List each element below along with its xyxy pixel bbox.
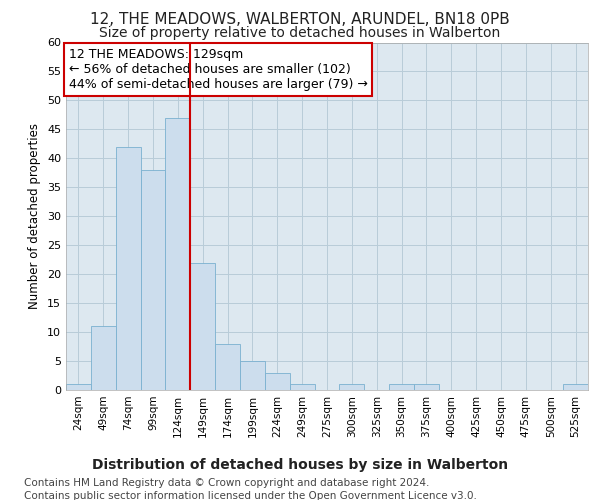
Bar	[140, 170, 166, 390]
Text: 12 THE MEADOWS: 129sqm
← 56% of detached houses are smaller (102)
44% of semi-de: 12 THE MEADOWS: 129sqm ← 56% of detached…	[68, 48, 367, 90]
Bar	[66, 384, 91, 390]
Bar	[91, 326, 116, 390]
Bar	[340, 384, 364, 390]
Bar	[414, 384, 439, 390]
Bar	[563, 384, 588, 390]
Bar	[240, 361, 265, 390]
Text: 12, THE MEADOWS, WALBERTON, ARUNDEL, BN18 0PB: 12, THE MEADOWS, WALBERTON, ARUNDEL, BN1…	[90, 12, 510, 28]
Bar	[190, 262, 215, 390]
Bar	[166, 118, 190, 390]
Bar	[290, 384, 314, 390]
Bar	[389, 384, 414, 390]
Y-axis label: Number of detached properties: Number of detached properties	[28, 123, 41, 309]
Text: Distribution of detached houses by size in Walberton: Distribution of detached houses by size …	[92, 458, 508, 471]
Bar	[215, 344, 240, 390]
Text: Contains public sector information licensed under the Open Government Licence v3: Contains public sector information licen…	[24, 491, 477, 500]
Text: Contains HM Land Registry data © Crown copyright and database right 2024.: Contains HM Land Registry data © Crown c…	[24, 478, 430, 488]
Bar	[116, 147, 140, 390]
Bar	[265, 372, 290, 390]
Text: Size of property relative to detached houses in Walberton: Size of property relative to detached ho…	[100, 26, 500, 40]
